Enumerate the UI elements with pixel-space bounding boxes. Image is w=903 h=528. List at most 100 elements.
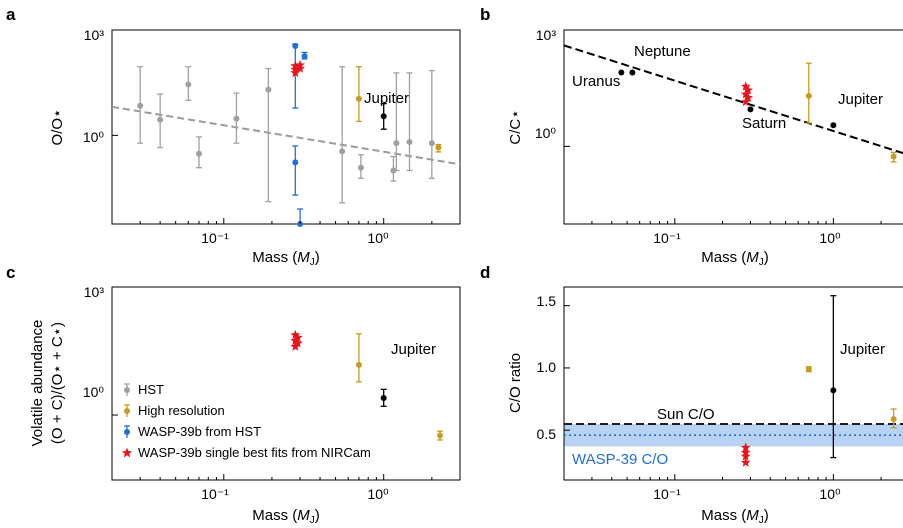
b-annotation-neptune: Neptune <box>634 43 691 60</box>
legend-dot <box>124 387 130 393</box>
data-point <box>890 153 897 160</box>
nircam-star-point <box>740 451 751 461</box>
a-annotation-jupiter: Jupiter <box>364 90 409 107</box>
data-point <box>747 106 754 113</box>
data-point <box>233 115 240 122</box>
nircam-star-point <box>743 85 754 95</box>
data-point <box>339 148 346 155</box>
data-point <box>805 92 812 99</box>
d-annotation-sun-co: Sun C/O <box>657 406 715 423</box>
data-point <box>380 395 387 402</box>
b-xtick-1e-1: 10⁻¹ <box>653 230 681 246</box>
legend-entry-nircam: WASP-39b single best fits from NIRCam <box>121 445 371 460</box>
c-ytick-1e0: 10⁰ <box>83 384 105 400</box>
ticks-d <box>563 305 882 480</box>
nircam-star-point <box>292 338 303 348</box>
marks-a <box>137 43 442 227</box>
ticks-a <box>111 29 461 224</box>
data-point <box>830 387 837 394</box>
legend-star <box>121 447 133 458</box>
nircam-star-point <box>295 63 306 73</box>
ticks-b <box>563 29 882 224</box>
plot-frame-d <box>563 286 903 481</box>
nircam-star-point <box>292 332 303 342</box>
trend-line <box>111 105 461 166</box>
b-xlabel: Mass (MJ) <box>701 249 769 268</box>
wasp39-co-band <box>564 423 903 447</box>
legend: HST High resolution WASP-39b from HST WA… <box>121 382 371 460</box>
a-ytick-1e3: 10³ <box>84 27 105 43</box>
nircam-star-point <box>743 92 754 102</box>
legend-label-high-resolution: High resolution <box>138 403 225 418</box>
legend-label-wasp39b-hst: WASP-39b from HST <box>138 424 261 439</box>
panel-c: 10⁰ 10³ 10⁻¹ 10⁰ Mass (MJ) Volatile abun… <box>29 284 461 526</box>
data-point <box>196 150 203 157</box>
panel-a: 10⁰ 10³ 10⁻¹ 10⁰ Mass (MJ) O/O⋆ Jupiter <box>49 27 461 268</box>
data-point <box>629 69 636 76</box>
data-point <box>437 432 444 439</box>
c-xtick-1e0: 10⁰ <box>367 486 389 502</box>
b-ylabel: C/C⋆ <box>507 109 524 144</box>
d-xlabel: Mass (MJ) <box>701 507 769 526</box>
plot-frame-c <box>111 286 461 481</box>
data-point <box>805 366 812 373</box>
marks-b <box>618 62 897 163</box>
legend-entry-wasp39b-hst: WASP-39b from HST <box>124 424 261 439</box>
legend-dot <box>124 429 130 435</box>
legend-marker-nircam <box>121 447 133 458</box>
data-point <box>157 116 164 123</box>
trend-line <box>563 44 903 155</box>
d-annotation-jupiter: Jupiter <box>840 341 885 358</box>
plot-frame-b <box>563 29 903 225</box>
b-annotation-uranus: Uranus <box>572 73 620 90</box>
data-point <box>380 113 387 120</box>
b-ytick-1e3: 10³ <box>536 27 557 43</box>
data-point <box>137 102 144 109</box>
d-ytick-1-5: 1.5 <box>537 293 557 309</box>
a-xtick-1e-1: 10⁻¹ <box>201 230 229 246</box>
legend-marker-wasp39b-hst <box>124 425 130 438</box>
marks-c <box>290 329 444 441</box>
nircam-star-point <box>290 329 301 340</box>
c-ylabel-line1: Volatile abundance <box>29 320 46 447</box>
plot-frame-a <box>111 29 461 225</box>
legend-marker-high-resolution <box>124 404 130 417</box>
b-annotation-saturn: Saturn <box>742 115 786 132</box>
ticks-c <box>111 286 461 480</box>
b-ytick-1e0: 10⁰ <box>535 125 557 141</box>
legend-entry-high-resolution: High resolution <box>124 403 225 418</box>
a-ylabel: O/O⋆ <box>49 109 66 146</box>
legend-entry-hst: HST <box>124 382 164 397</box>
b-annotation-jupiter: Jupiter <box>838 91 883 108</box>
d-ytick-1-0: 1.0 <box>537 359 557 375</box>
d-xtick-1e0: 10⁰ <box>819 486 841 502</box>
trend-line-a <box>111 105 461 166</box>
data-point <box>428 140 435 147</box>
d-ytick-0-5: 0.5 <box>537 426 557 442</box>
wasp39-co-band-rect <box>564 423 903 447</box>
legend-marker-hst <box>124 383 130 396</box>
a-ytick-1e0: 10⁰ <box>83 129 105 145</box>
reference-lines-d <box>564 423 903 436</box>
c-xtick-1e-1: 10⁻¹ <box>201 486 229 502</box>
nircam-star-point <box>740 442 751 452</box>
c-ytick-1e3: 10³ <box>84 284 105 300</box>
marks-d <box>740 295 897 467</box>
data-point <box>355 95 362 102</box>
data-point <box>393 140 400 147</box>
data-point <box>357 164 364 171</box>
panel-d: 0.5 1.0 1.5 10⁻¹ 10⁰ Mass (MJ) C/O ratio… <box>507 286 903 526</box>
c-ylabel-line2: (O + C)/(O⋆ + C⋆) <box>49 322 66 444</box>
data-point <box>292 43 299 50</box>
data-point <box>435 144 442 151</box>
d-xtick-1e-1: 10⁻¹ <box>653 486 681 502</box>
trend-line-b <box>563 44 903 155</box>
data-point <box>265 86 272 93</box>
panel-letter-a: a <box>6 5 16 24</box>
c-annotation-jupiter: Jupiter <box>391 341 436 358</box>
nircam-star-point <box>740 81 751 91</box>
nircam-star-point <box>290 67 301 78</box>
panel-letter-b: b <box>480 5 490 24</box>
panel-b: 10⁰ 10³ 10⁻¹ 10⁰ Mass (MJ) C/C⋆ Neptune … <box>507 27 903 268</box>
